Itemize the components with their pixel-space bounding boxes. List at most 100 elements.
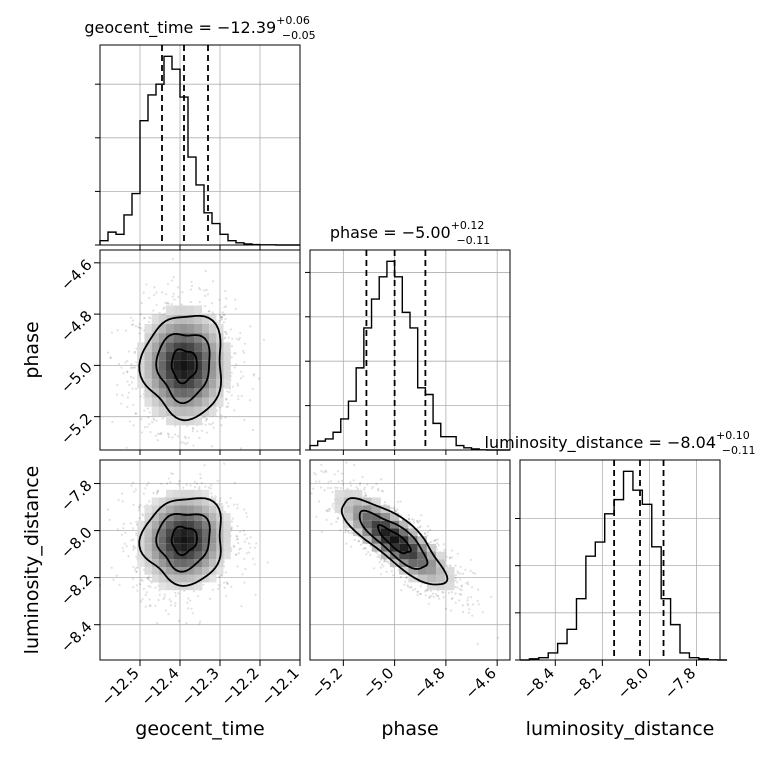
- sample-point: [239, 447, 242, 450]
- sample-point: [134, 412, 137, 415]
- sample-point: [417, 521, 420, 524]
- sample-point: [204, 419, 207, 422]
- density-cell: [144, 559, 152, 567]
- sample-point: [224, 416, 227, 419]
- sample-point: [215, 409, 219, 412]
- sample-point: [130, 323, 133, 326]
- sample-point: [359, 481, 362, 485]
- x-tick-label: −12.1: [258, 664, 303, 709]
- sample-point: [254, 546, 257, 549]
- sample-point: [207, 422, 211, 426]
- sample-point: [202, 583, 205, 586]
- density-cell: [202, 388, 210, 398]
- sample-point: [221, 311, 224, 314]
- sample-point: [203, 415, 206, 419]
- density-cell: [137, 520, 145, 529]
- sample-point: [432, 595, 435, 598]
- sample-point: [454, 601, 457, 604]
- sample-point: [236, 382, 239, 385]
- y-tick-label: −7.8: [57, 476, 95, 514]
- sample-point: [225, 501, 228, 504]
- sample-point: [227, 336, 230, 339]
- density-cell: [173, 416, 181, 426]
- sample-point: [122, 522, 125, 526]
- sample-point: [205, 431, 208, 434]
- density-cell: [194, 305, 202, 315]
- density-cell: [194, 314, 202, 324]
- sample-point: [243, 418, 246, 421]
- sample-point: [408, 525, 411, 528]
- sample-point: [409, 586, 412, 589]
- density-cell: [151, 505, 159, 513]
- sample-point: [220, 316, 223, 319]
- density-cell: [223, 528, 231, 537]
- sample-point: [217, 502, 220, 505]
- title-sub: −0.11: [722, 444, 756, 457]
- sample-point: [454, 585, 457, 589]
- sample-point: [207, 310, 210, 313]
- sample-point: [359, 543, 363, 546]
- density-cell: [144, 513, 152, 521]
- density-cell: [202, 551, 210, 560]
- density-cell: [353, 489, 363, 498]
- sample-point: [115, 393, 119, 396]
- y-tick-label: −8.0: [57, 524, 95, 562]
- y-tick-label: −4.6: [57, 256, 95, 294]
- density-cell: [209, 314, 217, 324]
- density-cell: [426, 551, 437, 560]
- y-axis-label-luminosity_distance: luminosity_distance: [21, 466, 43, 655]
- density-cell: [209, 513, 217, 521]
- density-cell: [137, 543, 145, 552]
- x-tick-label: −7.8: [661, 664, 699, 702]
- sample-point: [145, 591, 148, 594]
- sample-point: [454, 564, 457, 567]
- sample-point: [130, 484, 133, 487]
- density-cell: [223, 360, 231, 370]
- density-cell: [353, 497, 363, 506]
- sample-point: [135, 570, 138, 573]
- sample-point: [407, 518, 410, 521]
- density-cell: [187, 543, 195, 552]
- sample-point: [218, 499, 221, 502]
- sample-point: [126, 380, 129, 383]
- sample-point: [210, 495, 213, 498]
- density-cell: [371, 520, 381, 529]
- density-cell: [371, 513, 381, 521]
- density-cell: [173, 360, 181, 370]
- sample-point: [336, 486, 339, 489]
- sample-point: [229, 328, 232, 331]
- sample-point: [184, 442, 187, 445]
- sample-point: [157, 489, 160, 492]
- density-cell: [194, 323, 202, 334]
- sample-point: [147, 585, 150, 588]
- sample-point: [110, 331, 113, 334]
- sample-point: [149, 604, 152, 607]
- sample-point: [226, 582, 229, 585]
- sample-point: [322, 471, 325, 474]
- density-cell: [187, 559, 195, 567]
- sample-point: [198, 486, 201, 489]
- sample-point: [109, 356, 112, 359]
- sample-point: [243, 508, 246, 511]
- sample-point: [223, 565, 226, 568]
- x-axis-label-geocent_time: geocent_time: [135, 718, 264, 740]
- sample-point: [358, 483, 361, 486]
- density-cell: [151, 397, 159, 407]
- sample-point: [161, 417, 164, 420]
- density-cell: [194, 333, 202, 343]
- density-cell: [158, 379, 166, 389]
- sample-point: [342, 519, 345, 522]
- sample-point: [202, 416, 205, 419]
- sample-point: [325, 509, 328, 512]
- density-cell: [180, 528, 188, 537]
- sample-point: [142, 291, 145, 294]
- density-cell: [390, 513, 400, 521]
- sample-point: [116, 383, 119, 387]
- sample-point: [192, 444, 195, 447]
- density-cell: [173, 323, 181, 334]
- y-tick-label: −4.8: [57, 307, 95, 345]
- sample-point: [432, 540, 435, 543]
- panel-title-phase: phase = −5.00+0.12 −0.11: [330, 219, 490, 247]
- density-cell: [343, 513, 354, 521]
- sample-point: [163, 312, 166, 315]
